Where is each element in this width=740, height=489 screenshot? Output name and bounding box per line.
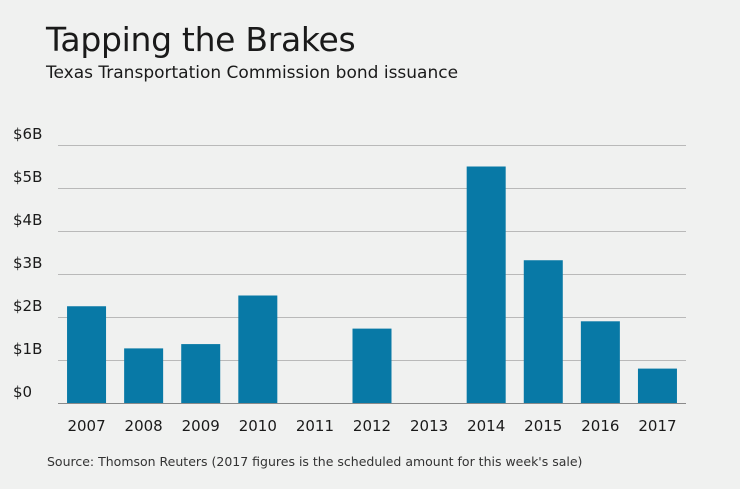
bar-2010: [238, 295, 278, 403]
y-tick-label: $1B: [13, 340, 42, 358]
bar-2007: [67, 306, 107, 403]
y-tick-label: $2B: [13, 297, 42, 315]
bar-2016: [580, 321, 620, 403]
x-tick-label: 2009: [182, 417, 220, 435]
y-tick-label: $6B: [13, 125, 42, 143]
bar-2008: [124, 348, 164, 403]
chart-subtitle: Texas Transportation Commission bond iss…: [46, 63, 459, 83]
y-tick-label: $4B: [13, 211, 42, 229]
x-tick-label: 2015: [524, 417, 562, 435]
y-tick-label: $3B: [13, 254, 42, 272]
y-axis-labels: $0 $1B $2B $3B $4B $5B $6B: [13, 125, 42, 401]
bars: [67, 166, 677, 403]
x-axis-labels: 2007 2008 2009 2010 2011 2012 2013 2014 2015 2016…: [67, 417, 676, 435]
x-tick-label: 2008: [125, 417, 163, 435]
chart-title: Tapping the Brakes: [46, 20, 356, 59]
y-tick-label: $5B: [13, 168, 42, 186]
x-tick-label: 2017: [638, 417, 676, 435]
bar-2017: [637, 368, 677, 403]
x-tick-label: 2012: [353, 417, 391, 435]
bar-chart: $0 $1B $2B $3B $4B $5B $6B 2007 2008 2009 2010 201…: [13, 125, 686, 435]
bar-2015: [523, 260, 563, 403]
bar-2014: [466, 166, 506, 403]
x-tick-label: 2016: [581, 417, 619, 435]
bar-2009: [181, 344, 221, 403]
x-tick-label: 2011: [296, 417, 334, 435]
y-tick-label: $0: [13, 383, 32, 401]
source-note: Source: Thomson Reuters (2017 figures is…: [47, 454, 583, 469]
x-tick-label: 2013: [410, 417, 448, 435]
x-tick-label: 2010: [239, 417, 277, 435]
x-tick-label: 2007: [67, 417, 105, 435]
bar-2012: [352, 328, 392, 403]
x-tick-label: 2014: [467, 417, 505, 435]
